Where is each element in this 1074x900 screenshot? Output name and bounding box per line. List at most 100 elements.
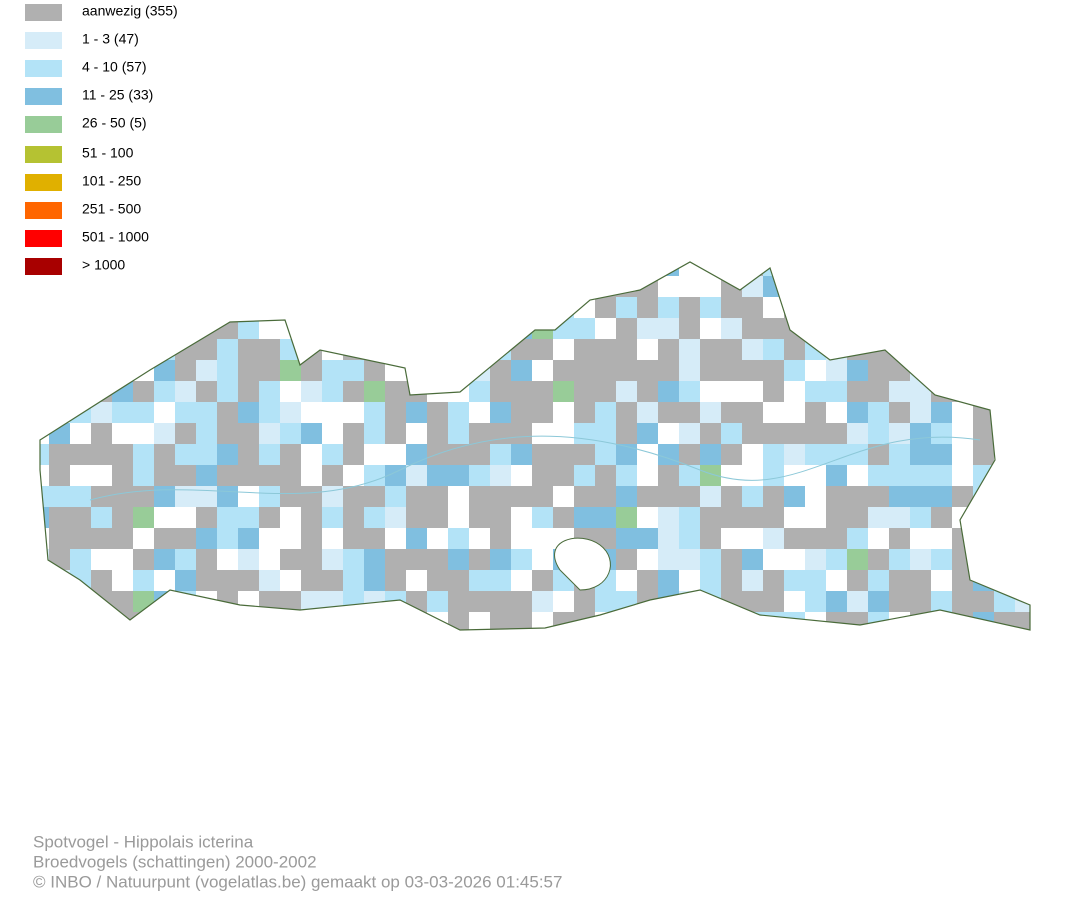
grid-cell (40, 297, 49, 318)
grid-cell (196, 591, 217, 612)
legend-label: 26 - 50 (5) (82, 115, 147, 131)
legend-label: 251 - 500 (82, 201, 141, 217)
grid-cell (238, 591, 259, 612)
grid-cell (154, 276, 175, 297)
legend-swatch (25, 88, 62, 105)
grid-cell (259, 507, 280, 528)
grid-cell (595, 381, 616, 402)
grid-cell (364, 612, 385, 630)
grid-cell (49, 276, 70, 297)
grid-cell (301, 486, 322, 507)
grid-cell (448, 339, 469, 360)
grid-cell (784, 465, 805, 486)
grid-cell (343, 549, 364, 570)
grid-cell (469, 339, 490, 360)
grid-cell (112, 339, 133, 360)
grid-cell (910, 276, 931, 297)
grid-cell (322, 465, 343, 486)
grid-cell (742, 402, 763, 423)
grid-cell (700, 318, 721, 339)
grid-cell (889, 465, 910, 486)
grid-cell (931, 486, 952, 507)
grid-cell (511, 570, 532, 591)
grid-cell (112, 465, 133, 486)
grid-cell (196, 633, 217, 654)
grid-cell (154, 486, 175, 507)
grid-cell (70, 549, 91, 570)
grid-cell (574, 633, 595, 654)
grid-cell (700, 633, 721, 654)
grid-cell (994, 507, 1015, 528)
grid-cell (868, 486, 889, 507)
grid-cell (868, 262, 889, 276)
grid-cell (301, 402, 322, 423)
grid-cell (595, 339, 616, 360)
grid-cell (406, 276, 427, 297)
grid-cell (40, 486, 49, 507)
grid-cell (133, 465, 154, 486)
grid-cell (385, 486, 406, 507)
grid-cell (343, 402, 364, 423)
grid-cell (847, 444, 868, 465)
grid-cell (40, 507, 49, 528)
grid-cell (931, 465, 952, 486)
grid-cell (931, 339, 952, 360)
grid-cell (721, 612, 742, 630)
grid-cell (259, 339, 280, 360)
grid-cell (175, 297, 196, 318)
grid-cell (1015, 549, 1030, 570)
grid-cell (175, 276, 196, 297)
grid-cell (427, 381, 448, 402)
grid-cell (826, 339, 847, 360)
grid-cell (469, 507, 490, 528)
grid-cell (511, 360, 532, 381)
grid-cell (490, 549, 511, 570)
grid-cell (784, 633, 805, 654)
grid-cell (532, 633, 553, 654)
grid-cell (784, 360, 805, 381)
grid-cell (616, 612, 637, 630)
grid-cell (280, 465, 301, 486)
grid-cell (910, 339, 931, 360)
grid-cell (259, 297, 280, 318)
grid-cell (259, 402, 280, 423)
grid-cell (784, 591, 805, 612)
grid-cell (238, 507, 259, 528)
grid-cell (490, 381, 511, 402)
grid-cell (553, 507, 574, 528)
grid-cell (238, 633, 259, 654)
grid-cell (364, 465, 385, 486)
grid-cells (40, 262, 1030, 654)
footer-species: Spotvogel - Hippolais icterina (33, 832, 254, 851)
grid-cell (238, 339, 259, 360)
grid-cell (826, 549, 847, 570)
grid-cell (133, 360, 154, 381)
grid-cell (658, 528, 679, 549)
grid-cell (889, 549, 910, 570)
grid-cell (406, 318, 427, 339)
grid-cell (427, 507, 448, 528)
grid-cell (595, 633, 616, 654)
grid-cell (133, 507, 154, 528)
grid-cell (280, 360, 301, 381)
grid-cell (910, 318, 931, 339)
grid-cell (112, 486, 133, 507)
grid-cell (553, 465, 574, 486)
grid-cell (154, 549, 175, 570)
grid-cell (889, 276, 910, 297)
grid-cell (301, 612, 322, 630)
grid-cell (952, 465, 973, 486)
grid-cell (574, 360, 595, 381)
grid-cell (364, 360, 385, 381)
grid-cell (70, 339, 91, 360)
grid-cell (637, 360, 658, 381)
grid-cell (637, 444, 658, 465)
grid-cell (133, 570, 154, 591)
grid-cell (511, 402, 532, 423)
grid-cell (868, 465, 889, 486)
grid-cell (427, 423, 448, 444)
grid-cell (91, 507, 112, 528)
grid-cell (889, 318, 910, 339)
grid-cell (91, 402, 112, 423)
grid-cell (364, 507, 385, 528)
